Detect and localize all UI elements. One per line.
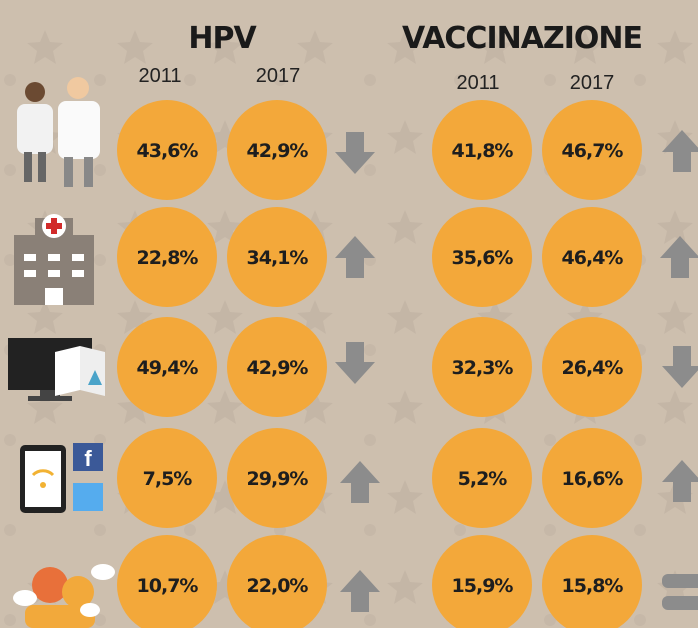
value-label: 15,9% bbox=[452, 575, 514, 597]
value-label: 46,7% bbox=[562, 140, 624, 162]
vaccinazione-title: VACCINAZIONE bbox=[402, 21, 642, 56]
value-label: 32,3% bbox=[452, 357, 514, 379]
value-label: 26,4% bbox=[562, 357, 624, 379]
value-label: 16,6% bbox=[562, 468, 624, 490]
year-label: 2017 bbox=[570, 72, 615, 94]
value-label: 10,7% bbox=[137, 575, 199, 597]
value-label: 34,1% bbox=[247, 247, 309, 269]
svg-text:f: f bbox=[84, 446, 92, 471]
infographic: HPV VACCINAZIONE 2011 2017 2011 2017 f 4… bbox=[0, 0, 698, 628]
value-label: 15,8% bbox=[562, 575, 624, 597]
value-label: 29,9% bbox=[247, 468, 309, 490]
value-label: 22,8% bbox=[137, 247, 199, 269]
year-label: 2011 bbox=[456, 72, 499, 94]
value-label: 22,0% bbox=[247, 575, 309, 597]
value-label: 5,2% bbox=[458, 468, 508, 490]
hpv-title: HPV bbox=[188, 21, 257, 56]
year-label: 2017 bbox=[256, 65, 301, 87]
value-label: 46,4% bbox=[562, 247, 624, 269]
value-label: 43,6% bbox=[137, 140, 199, 162]
value-label: 7,5% bbox=[143, 468, 193, 490]
value-label: 42,9% bbox=[247, 357, 309, 379]
value-label: 35,6% bbox=[452, 247, 514, 269]
value-label: 49,4% bbox=[137, 357, 199, 379]
value-label: 41,8% bbox=[452, 140, 514, 162]
value-label: 42,9% bbox=[247, 140, 309, 162]
background-pattern bbox=[0, 0, 698, 628]
year-label: 2011 bbox=[138, 65, 181, 87]
